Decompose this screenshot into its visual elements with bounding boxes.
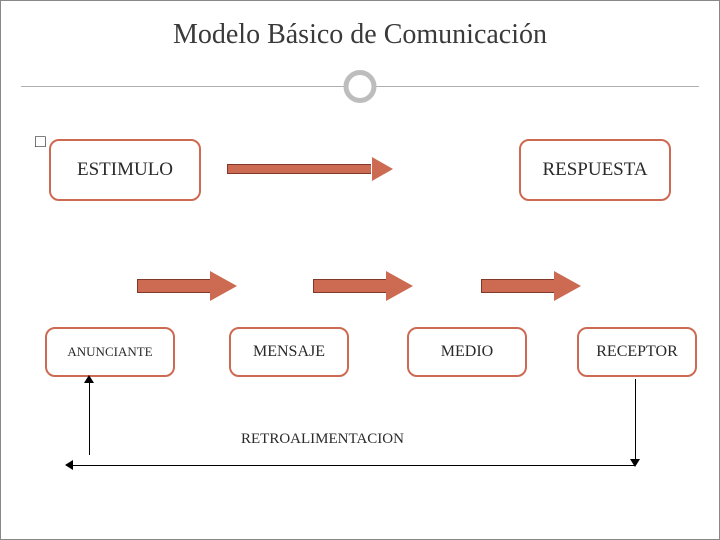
retro-horiz-head <box>65 460 73 470</box>
label-anunciante: ANUNCIANTE <box>67 345 152 359</box>
page-title: Modelo Básico de Comunicación <box>1 19 719 51</box>
retro-label: RETROALIMENTACION <box>241 431 404 448</box>
retro-up-head <box>84 375 94 383</box>
slide: Modelo Básico de Comunicación □ ESTIMULO… <box>0 0 720 540</box>
label-respuesta: RESPUESTA <box>542 160 647 181</box>
label-medio: MEDIO <box>441 343 493 361</box>
label-receptor: RECEPTOR <box>596 343 678 361</box>
label-mensaje: MENSAJE <box>253 343 325 361</box>
retro-down-line <box>635 379 636 459</box>
arrow-estimulo-respuesta <box>227 157 393 181</box>
arrow-flow-2 <box>313 271 413 301</box>
bullet-char: □ <box>35 131 46 151</box>
label-estimulo: ESTIMULO <box>77 160 173 181</box>
retro-label-text: RETROALIMENTACION <box>241 431 404 447</box>
retro-up-line <box>89 383 90 455</box>
arrow-flow-1 <box>137 271 237 301</box>
retro-down-head <box>630 459 640 467</box>
bullet-glyph: □ <box>35 131 46 152</box>
retro-horiz-line <box>73 465 635 466</box>
node-estimulo: ESTIMULO <box>49 139 201 201</box>
node-mensaje: MENSAJE <box>229 327 349 377</box>
node-anunciante: ANUNCIANTE <box>45 327 175 377</box>
arrow-flow-3 <box>481 271 581 301</box>
node-medio: MEDIO <box>407 327 527 377</box>
title-text: Modelo Básico de Comunicación <box>173 19 547 50</box>
node-respuesta: RESPUESTA <box>519 139 671 201</box>
node-receptor: RECEPTOR <box>577 327 697 377</box>
circle-accent <box>344 70 377 103</box>
